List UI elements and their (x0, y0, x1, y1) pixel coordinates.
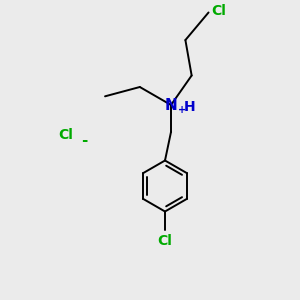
Text: Cl: Cl (212, 4, 226, 18)
Text: +: + (178, 105, 187, 116)
Text: H: H (184, 100, 195, 114)
Text: Cl: Cl (58, 128, 74, 142)
Text: -: - (81, 134, 87, 148)
Text: N: N (165, 98, 177, 112)
Text: Cl: Cl (158, 234, 172, 248)
